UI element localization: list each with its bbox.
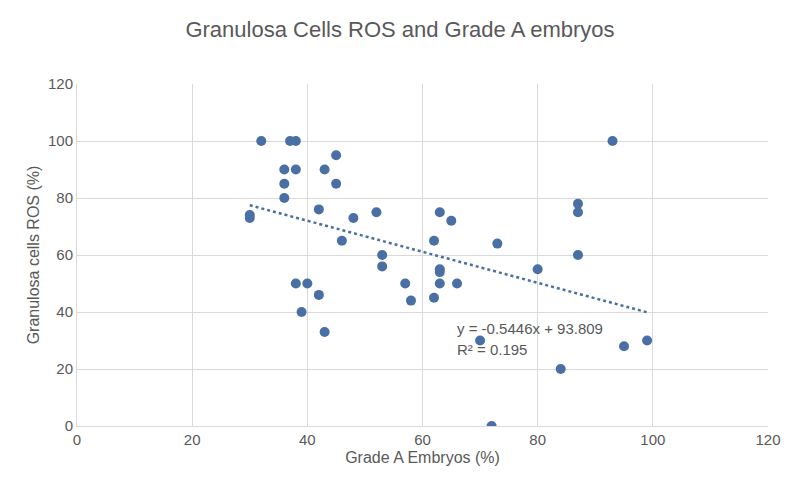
svg-text:0: 0: [73, 431, 81, 448]
svg-text:100: 100: [640, 431, 665, 448]
svg-text:y = -0.5446x + 93.809: y = -0.5446x + 93.809: [457, 320, 603, 337]
svg-text:Granulosa cells ROS (%): Granulosa cells ROS (%): [25, 166, 42, 345]
svg-text:0: 0: [65, 417, 73, 434]
svg-text:20: 20: [56, 360, 73, 377]
svg-text:120: 120: [755, 431, 780, 448]
svg-text:120: 120: [48, 75, 73, 92]
svg-text:100: 100: [48, 132, 73, 149]
svg-text:20: 20: [184, 431, 201, 448]
svg-text:Grade A Embryos (%): Grade A Embryos (%): [345, 449, 500, 466]
svg-text:R² = 0.195: R² = 0.195: [457, 341, 527, 358]
svg-text:60: 60: [56, 246, 73, 263]
svg-text:Granulosa Cells ROS and Grade: Granulosa Cells ROS and Grade A embryos: [185, 17, 614, 42]
svg-text:60: 60: [414, 431, 431, 448]
svg-text:40: 40: [299, 431, 316, 448]
svg-text:80: 80: [529, 431, 546, 448]
svg-text:80: 80: [56, 189, 73, 206]
svg-text:40: 40: [56, 303, 73, 320]
